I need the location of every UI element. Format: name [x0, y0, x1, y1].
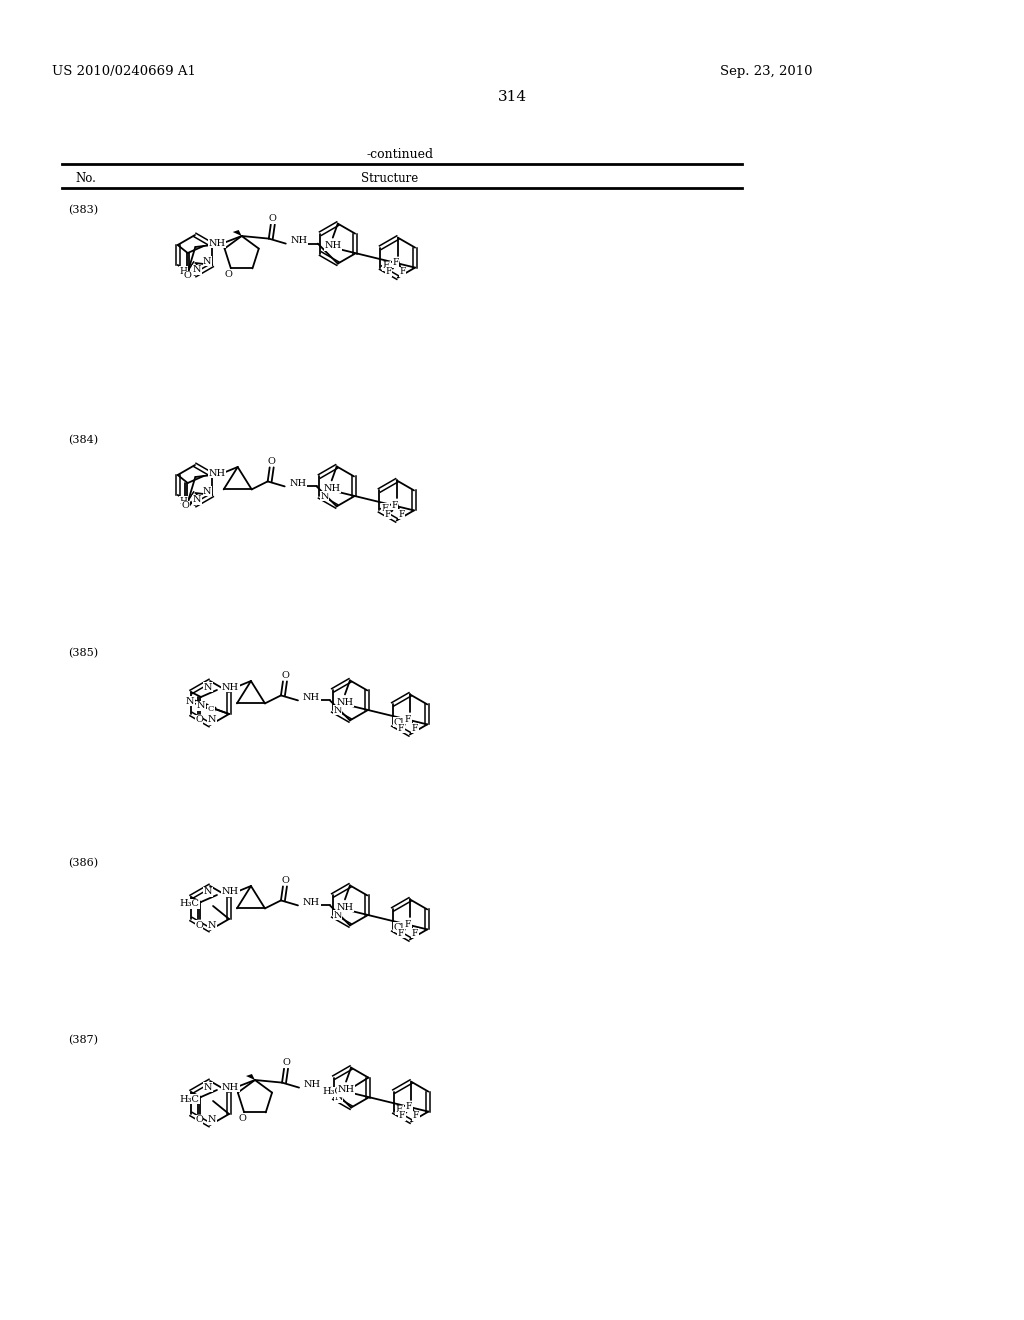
Text: N: N — [204, 682, 212, 692]
Text: NH: NH — [222, 682, 239, 692]
Text: N: N — [197, 701, 205, 710]
Text: (384): (384) — [68, 436, 98, 445]
Text: F,: F, — [382, 261, 391, 271]
Text: N: N — [203, 256, 212, 265]
Text: NH: NH — [222, 887, 239, 896]
Text: O: O — [195, 715, 203, 725]
Text: F,: F, — [395, 1105, 404, 1114]
Text: O: O — [225, 269, 232, 279]
Text: O: O — [195, 1115, 203, 1125]
Text: F: F — [399, 267, 406, 276]
Text: F: F — [397, 929, 404, 939]
Text: (386): (386) — [68, 858, 98, 869]
Text: F: F — [412, 723, 418, 733]
Text: NH: NH — [290, 479, 307, 488]
Text: N: N — [208, 920, 216, 929]
Text: NH: NH — [303, 693, 321, 702]
Text: C: C — [208, 705, 214, 713]
Text: N: N — [334, 706, 342, 715]
Text: F: F — [391, 500, 398, 510]
Text: NH: NH — [324, 484, 340, 492]
Text: NH: NH — [222, 1082, 239, 1092]
Polygon shape — [232, 230, 242, 236]
Text: F: F — [399, 1111, 406, 1121]
Text: NH: NH — [291, 236, 308, 246]
Text: -continued: -continued — [367, 148, 433, 161]
Text: NH: NH — [325, 242, 341, 249]
Text: F: F — [413, 1111, 419, 1121]
Text: Sep. 23, 2010: Sep. 23, 2010 — [720, 65, 812, 78]
Text: F: F — [384, 510, 391, 519]
Text: F: F — [406, 1102, 413, 1111]
Text: F: F — [412, 929, 418, 939]
Text: N: N — [193, 495, 202, 504]
Text: N: N — [321, 492, 329, 500]
Text: F: F — [404, 920, 411, 929]
Text: H: H — [179, 267, 187, 276]
Text: O: O — [281, 876, 289, 884]
Text: NH: NH — [338, 1085, 354, 1094]
Text: N: N — [193, 265, 202, 275]
Text: NH: NH — [337, 698, 353, 708]
Text: H₃C: H₃C — [179, 899, 199, 908]
Polygon shape — [246, 1074, 255, 1080]
Text: F,: F, — [381, 504, 389, 513]
Text: O: O — [181, 502, 189, 511]
Text: H₃C: H₃C — [179, 1094, 199, 1104]
Text: (387): (387) — [68, 1035, 98, 1045]
Text: 314: 314 — [498, 90, 526, 104]
Text: H₃C: H₃C — [323, 1088, 342, 1096]
Text: NH: NH — [303, 898, 321, 907]
Text: F: F — [404, 715, 411, 723]
Text: F: F — [386, 267, 392, 276]
Text: O: O — [282, 1059, 290, 1067]
Text: N: N — [204, 887, 212, 896]
Text: Structure: Structure — [361, 172, 419, 185]
Text: (383): (383) — [68, 205, 98, 215]
Text: H: H — [179, 496, 187, 506]
Text: N: N — [204, 1082, 212, 1092]
Text: US 2010/0240669 A1: US 2010/0240669 A1 — [52, 65, 196, 78]
Text: O: O — [239, 1114, 246, 1123]
Text: F: F — [397, 723, 404, 733]
Text: F: F — [398, 510, 404, 519]
Text: N: N — [335, 1093, 343, 1102]
Text: NH: NH — [337, 903, 353, 912]
Text: O: O — [269, 214, 276, 223]
Text: N: N — [203, 487, 212, 495]
Text: NH: NH — [209, 239, 226, 248]
Text: F: F — [392, 259, 399, 267]
Text: Cl,: Cl, — [394, 923, 408, 932]
Text: O: O — [281, 671, 289, 680]
Text: O: O — [195, 920, 203, 929]
Text: O: O — [267, 457, 275, 466]
Text: (385): (385) — [68, 648, 98, 659]
Text: N: N — [208, 715, 216, 725]
Text: NH: NH — [304, 1080, 322, 1089]
Text: N: N — [208, 1115, 216, 1125]
Text: Cl,: Cl, — [394, 718, 408, 727]
Text: N: N — [185, 697, 195, 705]
Text: NH: NH — [209, 469, 226, 478]
Text: O: O — [183, 272, 191, 281]
Text: No.: No. — [75, 172, 96, 185]
Text: N: N — [334, 911, 342, 920]
